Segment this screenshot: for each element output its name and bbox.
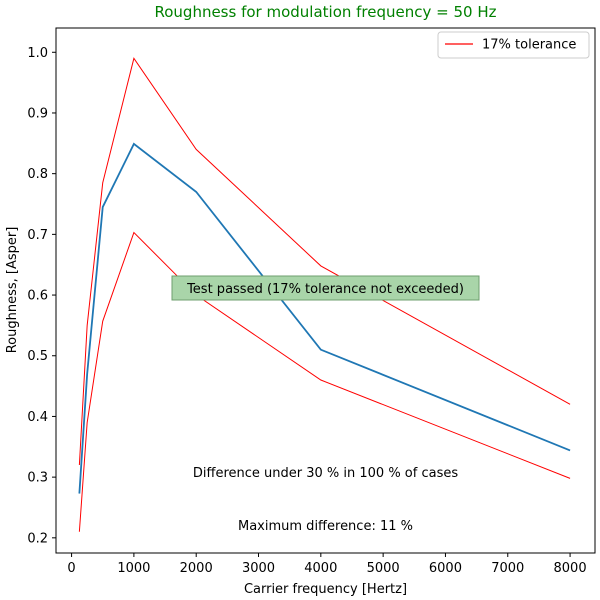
y-tick-label: 0.3	[27, 471, 48, 486]
difference-annotation: Difference under 30 % in 100 % of cases	[193, 466, 458, 481]
x-axis-ticks: 0 1000 2000 3000 4000 5000 6000 7000 8000	[67, 553, 587, 576]
series-line-measured	[78, 142, 571, 494]
x-tick-label: 2000	[180, 561, 213, 576]
x-tick-label: 3000	[242, 561, 275, 576]
y-tick-label: 0.7	[27, 228, 48, 243]
status-text: Test passed (17% tolerance not exceeded)	[186, 282, 464, 297]
x-tick-label: 5000	[367, 561, 400, 576]
y-tick-label: 0.8	[27, 167, 48, 182]
status-annotation: Test passed (17% tolerance not exceeded)	[171, 275, 480, 301]
plot-frame	[55, 27, 596, 554]
y-tick-label: 0.5	[27, 349, 48, 364]
y-tick-label: 0.4	[27, 410, 48, 425]
series-line-upper	[78, 57, 571, 466]
x-tick-label: 7000	[491, 561, 524, 576]
max-difference-annotation: Maximum difference: 11 %	[238, 519, 413, 534]
y-tick-label: 0.2	[27, 531, 48, 546]
chart-title: Roughness for modulation frequency = 50 …	[154, 3, 496, 21]
x-tick-label: 6000	[429, 561, 462, 576]
y-axis-label: Roughness, [Asper]	[5, 227, 20, 354]
legend-box	[437, 31, 590, 59]
y-tick-label: 0.6	[27, 289, 48, 304]
x-tick-label: 8000	[554, 561, 587, 576]
y-axis-ticks: 0.2 0.3 0.4 0.5 0.6 0.7 0.8 0.9 1.0	[27, 46, 56, 546]
x-tick-label: 0	[67, 561, 75, 576]
legend: 17% tolerance	[437, 31, 590, 59]
y-tick-label: 1.0	[27, 46, 48, 61]
x-axis-label: Carrier frequency [Hertz]	[244, 582, 407, 597]
legend-label: 17% tolerance	[482, 38, 576, 53]
x-tick-label: 4000	[304, 561, 337, 576]
x-tick-label: 1000	[117, 561, 150, 576]
series-layer	[78, 57, 571, 532]
y-tick-label: 0.9	[27, 106, 48, 121]
status-box	[171, 275, 480, 301]
series-line-lower	[78, 231, 571, 532]
